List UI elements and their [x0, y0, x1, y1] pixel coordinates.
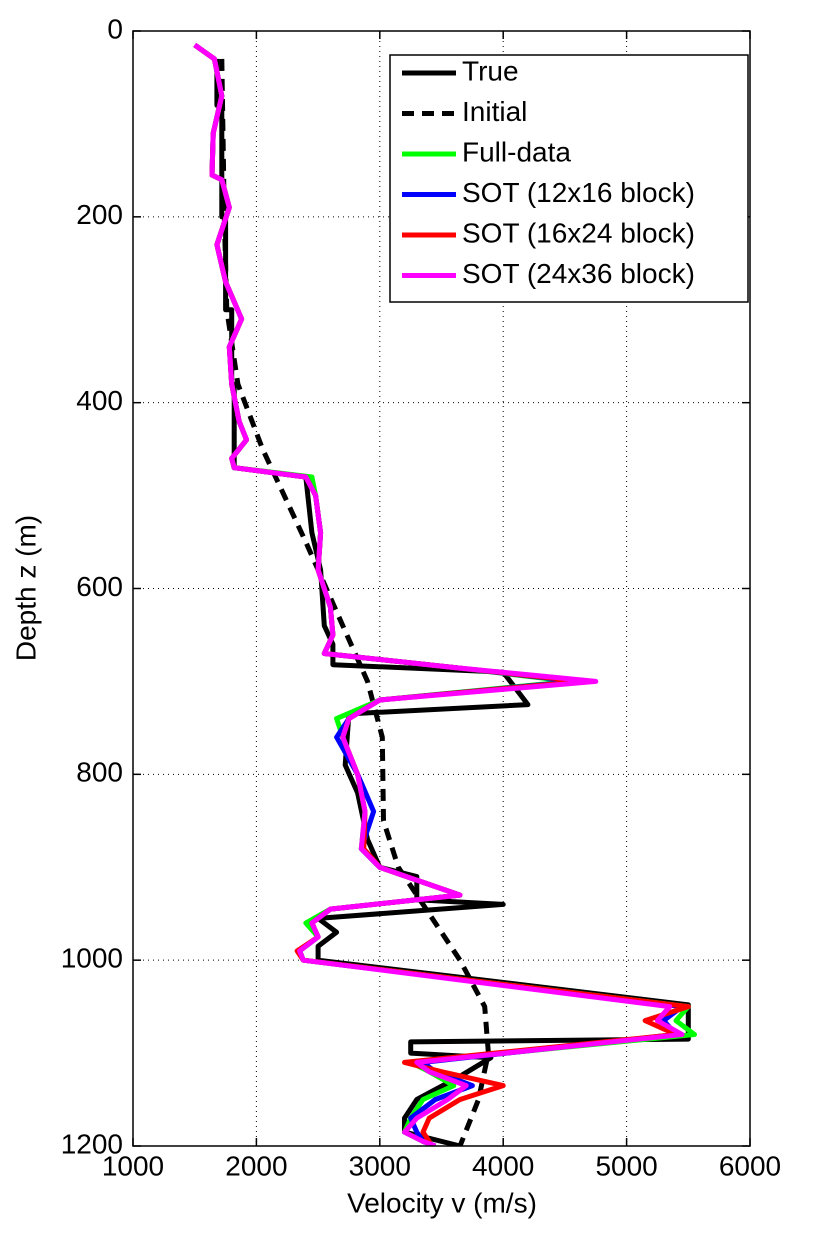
x-tick-label: 1000	[102, 1150, 164, 1181]
legend-label: SOT (16x24 block)	[462, 217, 695, 248]
x-tick-label: 5000	[595, 1150, 657, 1181]
x-tick-label: 6000	[719, 1150, 781, 1181]
x-axis-label: Velocity v (m/s)	[347, 1187, 537, 1218]
legend-label: SOT (24x36 block)	[462, 258, 695, 289]
series-line	[193, 42, 685, 1146]
legend-label: SOT (12x16 block)	[462, 177, 695, 208]
x-tick-label: 2000	[225, 1150, 287, 1181]
x-tick-label: 4000	[472, 1150, 534, 1181]
y-tick-label: 1000	[61, 943, 123, 974]
y-tick-label: 200	[76, 199, 123, 230]
legend-label: Full-data	[462, 136, 571, 167]
y-tick-label: 0	[107, 13, 123, 44]
legend-label: True	[462, 55, 519, 86]
x-tick-label: 3000	[349, 1150, 411, 1181]
y-axis-label: Depth z (m)	[10, 515, 41, 661]
legend-label: Initial	[462, 96, 527, 127]
y-tick-label: 600	[76, 571, 123, 602]
series-line	[219, 58, 491, 1146]
legend-box	[389, 54, 749, 303]
y-tick-label: 1200	[61, 1128, 123, 1159]
y-tick-label: 800	[76, 757, 123, 788]
axes-box	[132, 30, 751, 1147]
y-tick-label: 400	[76, 385, 123, 416]
